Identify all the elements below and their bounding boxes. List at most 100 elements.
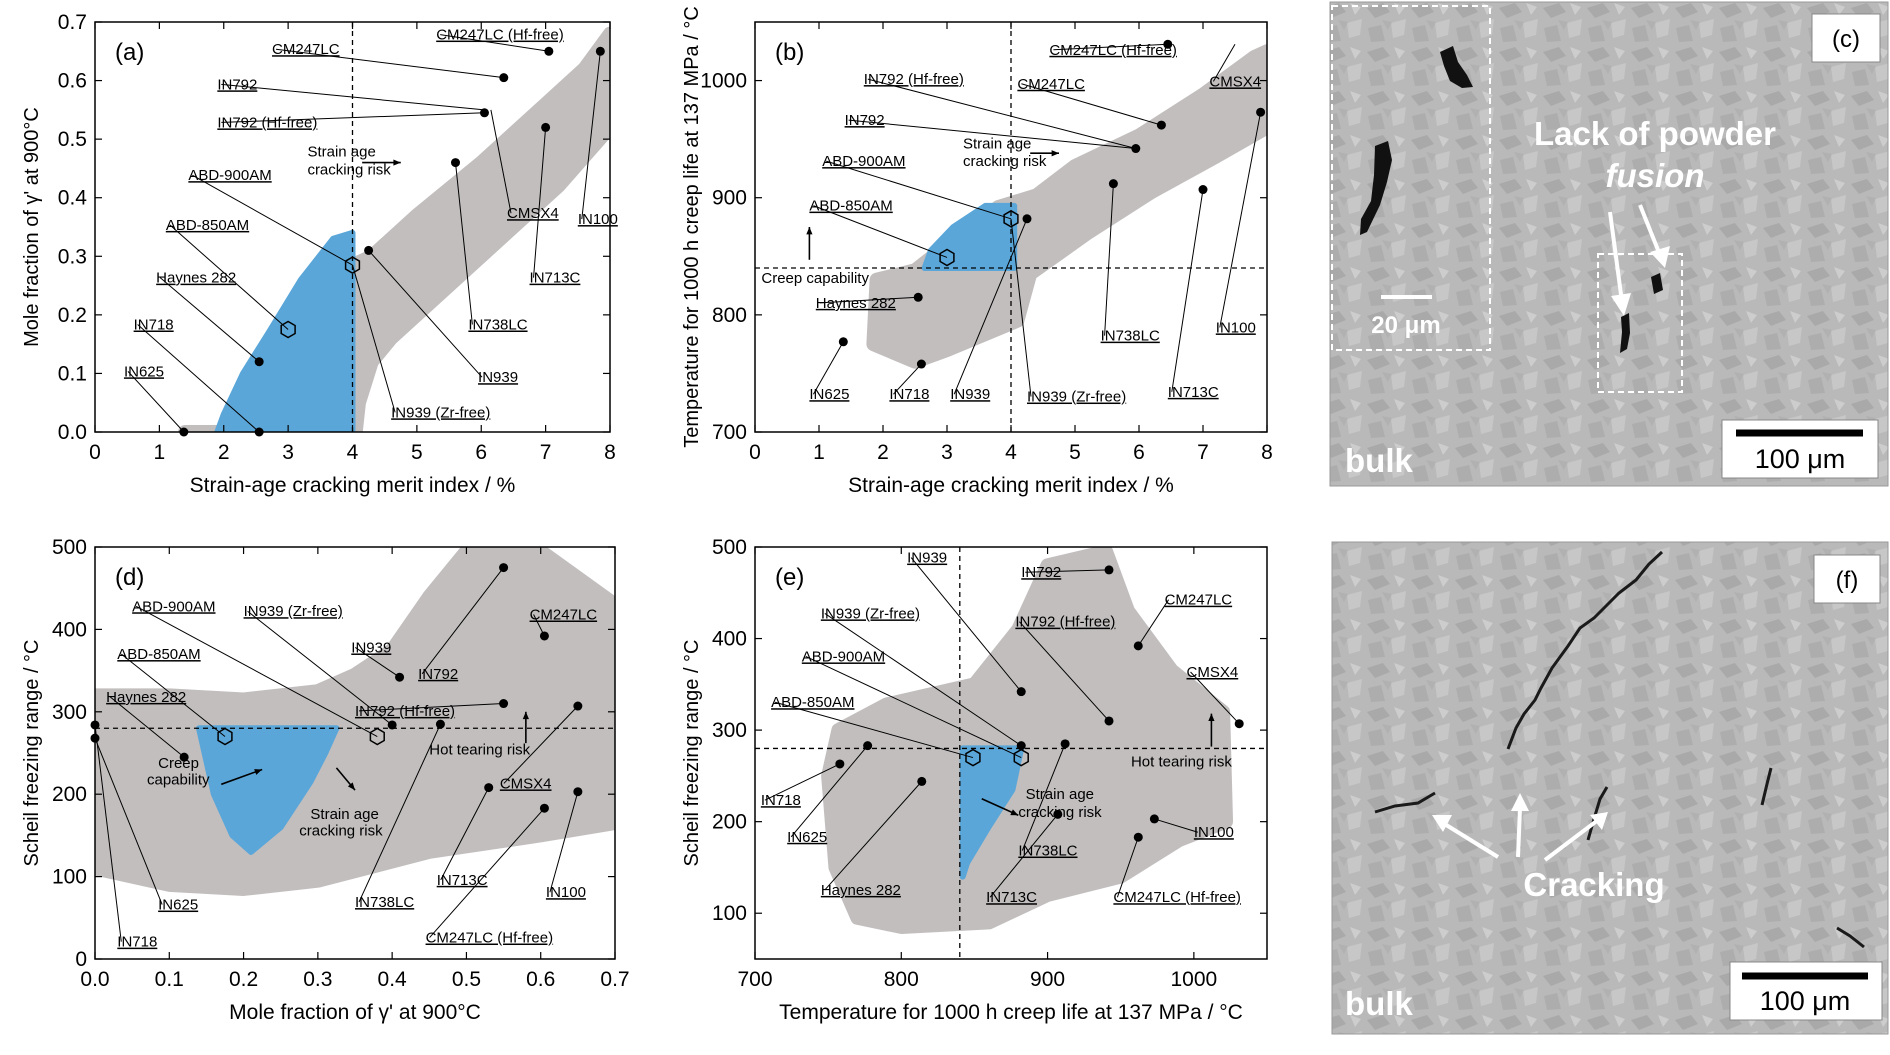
x-tick-label: 0.6 xyxy=(526,968,555,991)
alloy-point xyxy=(499,699,509,709)
alloy-label: IN713C xyxy=(437,872,488,889)
alloy-hexagon xyxy=(280,320,296,339)
y-tick-label: 0.1 xyxy=(58,362,87,385)
alloy-label: IN792 xyxy=(217,76,257,93)
x-tick-label: 2 xyxy=(218,441,230,464)
leader-line xyxy=(355,647,400,678)
leader-line xyxy=(503,705,579,784)
pore-large xyxy=(1360,141,1392,235)
micro-c-label-box xyxy=(1811,13,1881,63)
alloy-point xyxy=(1131,144,1141,154)
alloy-label: IN939 (Zr-free) xyxy=(821,605,920,622)
micrograph-c-image xyxy=(1329,1,1889,487)
x-tick-label: 800 xyxy=(884,968,919,991)
alloy-point xyxy=(479,108,489,118)
x-tick-label: 0.5 xyxy=(452,968,481,991)
leader-line xyxy=(352,264,396,413)
y-axis-title: Scheil freezing range / °C xyxy=(681,639,703,866)
leader-line xyxy=(1025,569,1110,573)
crack-arrow-2 xyxy=(1516,807,1522,858)
alloy-label: IN939 xyxy=(907,550,947,567)
x-tick-label: 0 xyxy=(89,441,101,464)
x-axis-title: Strain-age cracking merit index / % xyxy=(190,474,516,497)
alloy-point xyxy=(916,359,926,369)
crack-arrow-head-3 xyxy=(1590,812,1608,830)
alloy-point xyxy=(863,741,873,751)
panel-label: (a) xyxy=(115,39,144,66)
alloy-label: ABD-850AM xyxy=(809,198,892,215)
alloy-point xyxy=(499,563,509,573)
y-tick-label: 100 xyxy=(52,866,87,889)
leader-line xyxy=(429,807,545,938)
alloy-label: IN939 (Zr-free) xyxy=(1027,389,1126,406)
leader-line xyxy=(1021,743,1066,851)
x-tick-label: 1 xyxy=(154,441,166,464)
axes-frame xyxy=(94,546,616,960)
micro-c-title-line1: Lack of powder xyxy=(1534,115,1776,152)
x-tick-label: 1000 xyxy=(1170,968,1217,991)
leader-line xyxy=(1053,43,1168,51)
leader-line xyxy=(221,112,485,123)
alloy-point xyxy=(539,803,549,813)
scale-label-c: 100 μm xyxy=(1755,444,1846,474)
annotation-text: capability xyxy=(147,771,210,788)
alloy-label: IN738LC xyxy=(1101,328,1160,345)
arrow-head xyxy=(806,227,813,235)
x-tick-label: 4 xyxy=(1005,441,1017,464)
leader-line xyxy=(169,224,289,330)
leader-line xyxy=(824,612,1022,747)
y-tick-label: 200 xyxy=(52,783,87,806)
alloy-label: IN939 (Zr-free) xyxy=(391,404,490,421)
alloy-point xyxy=(1256,107,1266,117)
highlight-region xyxy=(196,725,340,855)
alloy-label: IN792 (Hf-free) xyxy=(864,71,964,88)
micro-f-label: (f) xyxy=(1836,567,1859,594)
alloy-label: IN718 xyxy=(889,386,929,403)
x-tick-label: 0.3 xyxy=(303,968,332,991)
arrow-shaft-1 xyxy=(1608,211,1624,303)
alloy-label: ABD-850AM xyxy=(166,217,249,234)
alloy-point xyxy=(499,73,509,83)
x-axis-title: Mole fraction of γ' at 900°C xyxy=(229,1001,481,1024)
alloy-label: IN939 (Zr-free) xyxy=(244,603,343,620)
alloy-point xyxy=(595,46,605,56)
leader-line xyxy=(137,324,260,433)
alloy-hexagon xyxy=(1013,748,1029,767)
alloy-hexagon xyxy=(217,727,233,746)
y-tick-label: 900 xyxy=(712,187,747,210)
scale-box-f xyxy=(1729,961,1883,1021)
alloy-point xyxy=(1163,39,1173,49)
alloy-label: IN713C xyxy=(986,889,1037,906)
alloy-label: IN625 xyxy=(124,363,164,380)
leader-line xyxy=(120,653,226,737)
leader-line xyxy=(109,696,185,758)
alloy-point xyxy=(364,245,374,255)
micro-c-bulk: bulk xyxy=(1345,442,1413,479)
alloy-label: CM247LC xyxy=(530,607,598,624)
micro-c-title-line2: fusion xyxy=(1606,157,1705,194)
alloy-label: IN939 xyxy=(478,369,518,386)
alloy-label: IN792 (Hf-free) xyxy=(217,114,317,131)
leader-line xyxy=(127,371,185,433)
alloy-label: ABD-850AM xyxy=(117,646,200,663)
alloy-point xyxy=(387,720,397,730)
arrow-head xyxy=(347,782,355,791)
x-axis-title: Temperature for 1000 h creep life at 137… xyxy=(779,1001,1243,1024)
annotation-text: Strain age xyxy=(963,136,1031,153)
alloy-label: IN625 xyxy=(158,897,198,914)
alloy-label: IN718 xyxy=(117,934,157,951)
leader-line xyxy=(192,174,353,266)
alloy-point xyxy=(1149,814,1159,824)
alloy-label: IN792 (Hf-free) xyxy=(1015,614,1115,631)
leader-line xyxy=(805,655,1022,759)
alloy-point xyxy=(573,787,583,797)
crack-arrow-3 xyxy=(1543,818,1600,862)
y-tick-label: 300 xyxy=(52,701,87,724)
alloy-label: IN792 xyxy=(845,112,885,129)
leader-line xyxy=(1171,189,1204,392)
alloy-label: IN625 xyxy=(787,829,827,846)
y-tick-label: 0.6 xyxy=(58,70,87,93)
